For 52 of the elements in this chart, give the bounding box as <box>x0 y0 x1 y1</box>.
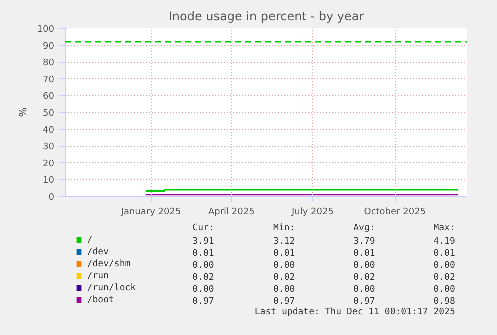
x-tick-label: April 2025 <box>208 208 255 218</box>
text: 0.00 <box>274 285 296 295</box>
y-tick-label: 10 <box>43 176 55 186</box>
text: 0.00 <box>354 285 376 295</box>
text: 0.00 <box>192 261 214 271</box>
legend-label: /dev <box>87 248 110 258</box>
chart-title: Inode usage in percent - by year <box>168 10 364 24</box>
text: 0.00 <box>354 261 376 271</box>
y-tick-label: 50 <box>43 109 55 119</box>
x-tick-label: January 2025 <box>120 208 182 218</box>
legend-label: /boot <box>87 296 114 306</box>
text: 0.97 <box>274 297 296 307</box>
text: Avg: <box>354 224 376 234</box>
text: 0.97 <box>354 297 376 307</box>
y-tick-label: 100 <box>37 25 55 35</box>
y-tick-label: 40 <box>43 126 55 136</box>
text: Min: <box>274 224 296 234</box>
text: 0.01 <box>192 249 214 259</box>
legend-label: /dev/shm <box>87 260 131 270</box>
y-tick-label: 90 <box>43 42 55 52</box>
legend-label: /run <box>87 272 110 282</box>
text: 0.01 <box>274 249 296 259</box>
text: 0.01 <box>354 249 376 259</box>
y-tick-label: 70 <box>43 75 55 86</box>
text: 0.01 <box>434 249 456 259</box>
text: 0.00 <box>434 285 456 295</box>
y-tick-label: 20 <box>43 159 55 170</box>
text: 3.79 <box>354 237 376 247</box>
text: 0.00 <box>434 261 456 271</box>
text: 0.97 <box>192 297 214 307</box>
text: 0.02 <box>434 273 456 283</box>
text: 0.02 <box>192 273 214 283</box>
text: 0.02 <box>354 273 376 283</box>
text: 0.00 <box>192 285 214 295</box>
x-tick-label: July 2025 <box>290 208 334 218</box>
text: Cur: <box>192 224 214 234</box>
text: 0.00 <box>274 261 296 271</box>
legend-label: /run/lock <box>87 284 137 294</box>
text: Last update: Thu Dec 11 00:01:17 2025 <box>254 308 456 318</box>
y-tick-label: 0 <box>48 193 55 203</box>
text: 4.19 <box>434 237 456 247</box>
text: 0.02 <box>274 273 296 283</box>
y-tick-label: 30 <box>43 142 55 153</box>
text: 3.91 <box>192 237 214 247</box>
text: Max: <box>434 224 456 234</box>
text: 3.12 <box>274 237 296 247</box>
y-axis-title: % <box>18 108 30 118</box>
y-tick-label: 80 <box>43 58 55 69</box>
legend-label: / <box>87 236 93 246</box>
text: 0.98 <box>434 297 456 307</box>
x-tick-label: October 2025 <box>364 208 426 218</box>
y-tick-label: 60 <box>43 92 55 102</box>
